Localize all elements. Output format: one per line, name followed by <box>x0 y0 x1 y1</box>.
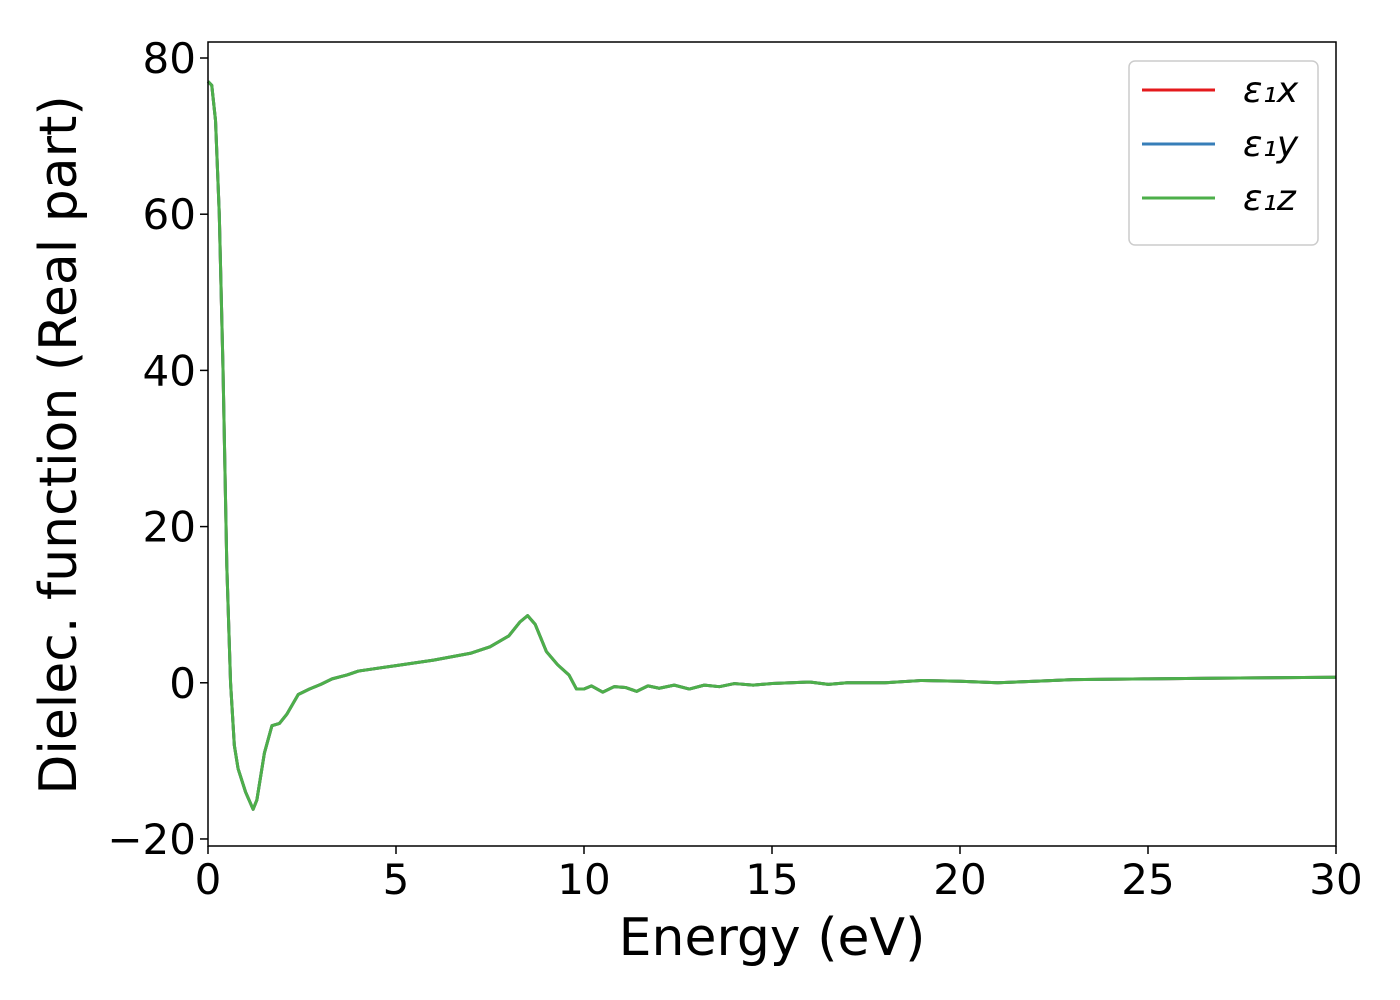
x-tick-label: 10 <box>557 855 610 904</box>
x-tick-label: 25 <box>1121 855 1174 904</box>
x-tick-label: 15 <box>745 855 798 904</box>
plot-frame <box>207 41 1337 847</box>
x-tick-label: 0 <box>195 855 222 904</box>
x-tick-label: 30 <box>1309 855 1362 904</box>
y-tick-label: 40 <box>143 346 196 395</box>
y-tick-label: 60 <box>143 190 196 239</box>
x-axis-label: Energy (eV) <box>619 908 926 968</box>
legend-label: ε₁y <box>1243 124 1299 165</box>
x-tick-label: 5 <box>383 855 410 904</box>
y-axis-label: Dielec. function (Real part) <box>29 95 89 794</box>
legend-label: ε₁z <box>1243 178 1297 219</box>
y-tick-label: −20 <box>107 815 196 864</box>
x-tick-label: 20 <box>933 855 986 904</box>
y-tick-label: 20 <box>143 503 196 552</box>
y-tick-label: 80 <box>143 34 196 83</box>
legend-label: ε₁x <box>1243 70 1299 111</box>
data-line <box>206 80 1337 811</box>
y-tick-label: 0 <box>169 659 196 708</box>
